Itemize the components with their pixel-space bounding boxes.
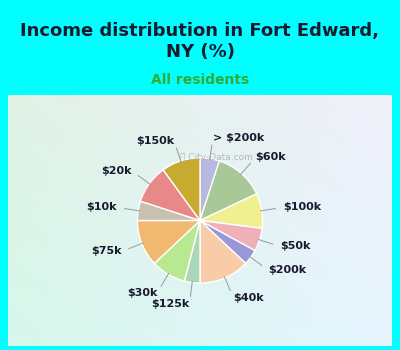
Wedge shape — [200, 194, 263, 228]
Text: $125k: $125k — [151, 299, 190, 309]
Wedge shape — [163, 158, 200, 220]
Text: $40k: $40k — [233, 293, 264, 303]
Wedge shape — [200, 220, 246, 283]
Wedge shape — [154, 220, 200, 281]
Wedge shape — [140, 170, 200, 220]
Text: $50k: $50k — [280, 241, 310, 251]
Text: $20k: $20k — [102, 166, 132, 176]
Text: $150k: $150k — [136, 135, 174, 146]
Wedge shape — [200, 158, 219, 220]
Wedge shape — [137, 220, 200, 263]
Text: $200k: $200k — [268, 265, 306, 275]
Text: $100k: $100k — [283, 202, 321, 212]
Text: $75k: $75k — [91, 246, 122, 257]
Text: ⓘ City-Data.com: ⓘ City-Data.com — [180, 153, 253, 162]
Text: $10k: $10k — [86, 202, 117, 212]
Text: > $200k: > $200k — [213, 133, 264, 142]
Text: All residents: All residents — [151, 74, 249, 88]
Text: $30k: $30k — [127, 288, 157, 298]
Wedge shape — [200, 220, 262, 251]
Wedge shape — [137, 201, 200, 220]
Text: $60k: $60k — [256, 153, 286, 162]
Wedge shape — [200, 220, 255, 263]
Text: Income distribution in Fort Edward,
NY (%): Income distribution in Fort Edward, NY (… — [20, 22, 380, 61]
Wedge shape — [184, 220, 200, 283]
Wedge shape — [200, 161, 257, 220]
